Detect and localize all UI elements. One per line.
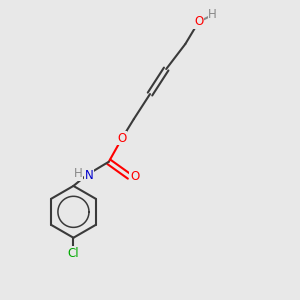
- Text: H: H: [208, 8, 217, 21]
- Text: N: N: [85, 169, 93, 182]
- Text: H: H: [74, 167, 83, 180]
- Text: O: O: [130, 170, 139, 183]
- Text: Cl: Cl: [68, 247, 79, 260]
- Text: O: O: [117, 132, 127, 145]
- Text: O: O: [194, 15, 203, 28]
